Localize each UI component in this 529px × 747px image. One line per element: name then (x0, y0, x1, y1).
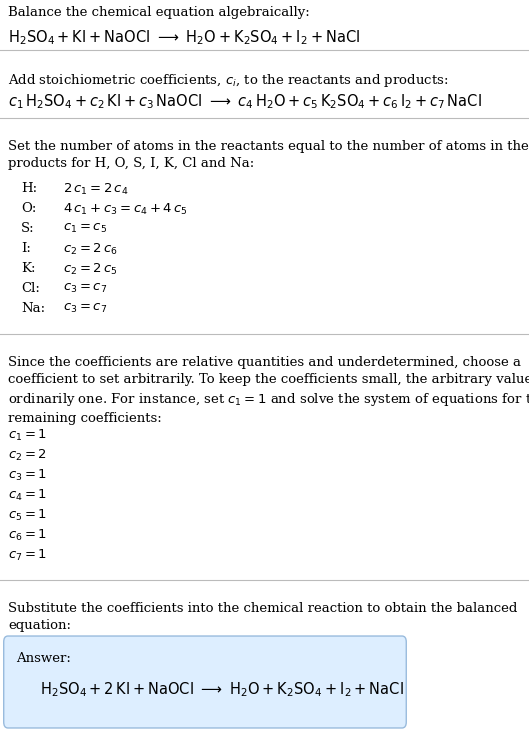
Text: O:: O: (21, 202, 37, 215)
Text: I:: I: (21, 242, 31, 255)
Text: $2\,c_1 = 2\,c_4$: $2\,c_1 = 2\,c_4$ (63, 182, 129, 197)
Text: $c_3 = c_7$: $c_3 = c_7$ (63, 302, 108, 315)
Text: Cl:: Cl: (21, 282, 40, 295)
Text: $\mathrm{H_2SO_4 + KI + NaOCl}\ \longrightarrow\ \mathrm{H_2O + K_2SO_4 + I_2 + : $\mathrm{H_2SO_4 + KI + NaOCl}\ \longrig… (8, 28, 360, 47)
Text: $c_2 = 2$: $c_2 = 2$ (8, 448, 47, 463)
Text: S:: S: (21, 222, 35, 235)
Text: Set the number of atoms in the reactants equal to the number of atoms in the
pro: Set the number of atoms in the reactants… (8, 140, 528, 170)
Text: $4\,c_1 + c_3 = c_4 + 4\,c_5$: $4\,c_1 + c_3 = c_4 + 4\,c_5$ (63, 202, 188, 217)
Text: Answer:: Answer: (16, 652, 71, 665)
FancyBboxPatch shape (4, 636, 406, 728)
Text: Substitute the coefficients into the chemical reaction to obtain the balanced
eq: Substitute the coefficients into the che… (8, 602, 517, 632)
Text: $c_3 = c_7$: $c_3 = c_7$ (63, 282, 108, 295)
Text: $\mathrm{H_2SO_4} + 2\,\mathrm{KI} + \mathrm{NaOCl}\ \longrightarrow\ \mathrm{H_: $\mathrm{H_2SO_4} + 2\,\mathrm{KI} + \ma… (40, 680, 404, 698)
Text: Add stoichiometric coefficients, $c_i$, to the reactants and products:: Add stoichiometric coefficients, $c_i$, … (8, 72, 448, 89)
Text: Since the coefficients are relative quantities and underdetermined, choose a
coe: Since the coefficients are relative quan… (8, 356, 529, 425)
Text: $c_7 = 1$: $c_7 = 1$ (8, 548, 47, 563)
Text: $c_4 = 1$: $c_4 = 1$ (8, 488, 47, 503)
Text: Na:: Na: (21, 302, 45, 315)
Text: $c_6 = 1$: $c_6 = 1$ (8, 528, 47, 543)
Text: K:: K: (21, 262, 35, 275)
Text: $c_1\,\mathrm{H_2SO_4} + c_2\,\mathrm{KI} + c_3\,\mathrm{NaOCl}\ \longrightarrow: $c_1\,\mathrm{H_2SO_4} + c_2\,\mathrm{KI… (8, 92, 482, 111)
Text: $c_2 = 2\,c_5$: $c_2 = 2\,c_5$ (63, 262, 118, 277)
Text: H:: H: (21, 182, 37, 195)
Text: $c_1 = 1$: $c_1 = 1$ (8, 428, 47, 443)
Text: Balance the chemical equation algebraically:: Balance the chemical equation algebraica… (8, 6, 309, 19)
Text: $c_3 = 1$: $c_3 = 1$ (8, 468, 47, 483)
Text: $c_5 = 1$: $c_5 = 1$ (8, 508, 47, 523)
Text: $c_1 = c_5$: $c_1 = c_5$ (63, 222, 107, 235)
Text: $c_2 = 2\,c_6$: $c_2 = 2\,c_6$ (63, 242, 118, 257)
